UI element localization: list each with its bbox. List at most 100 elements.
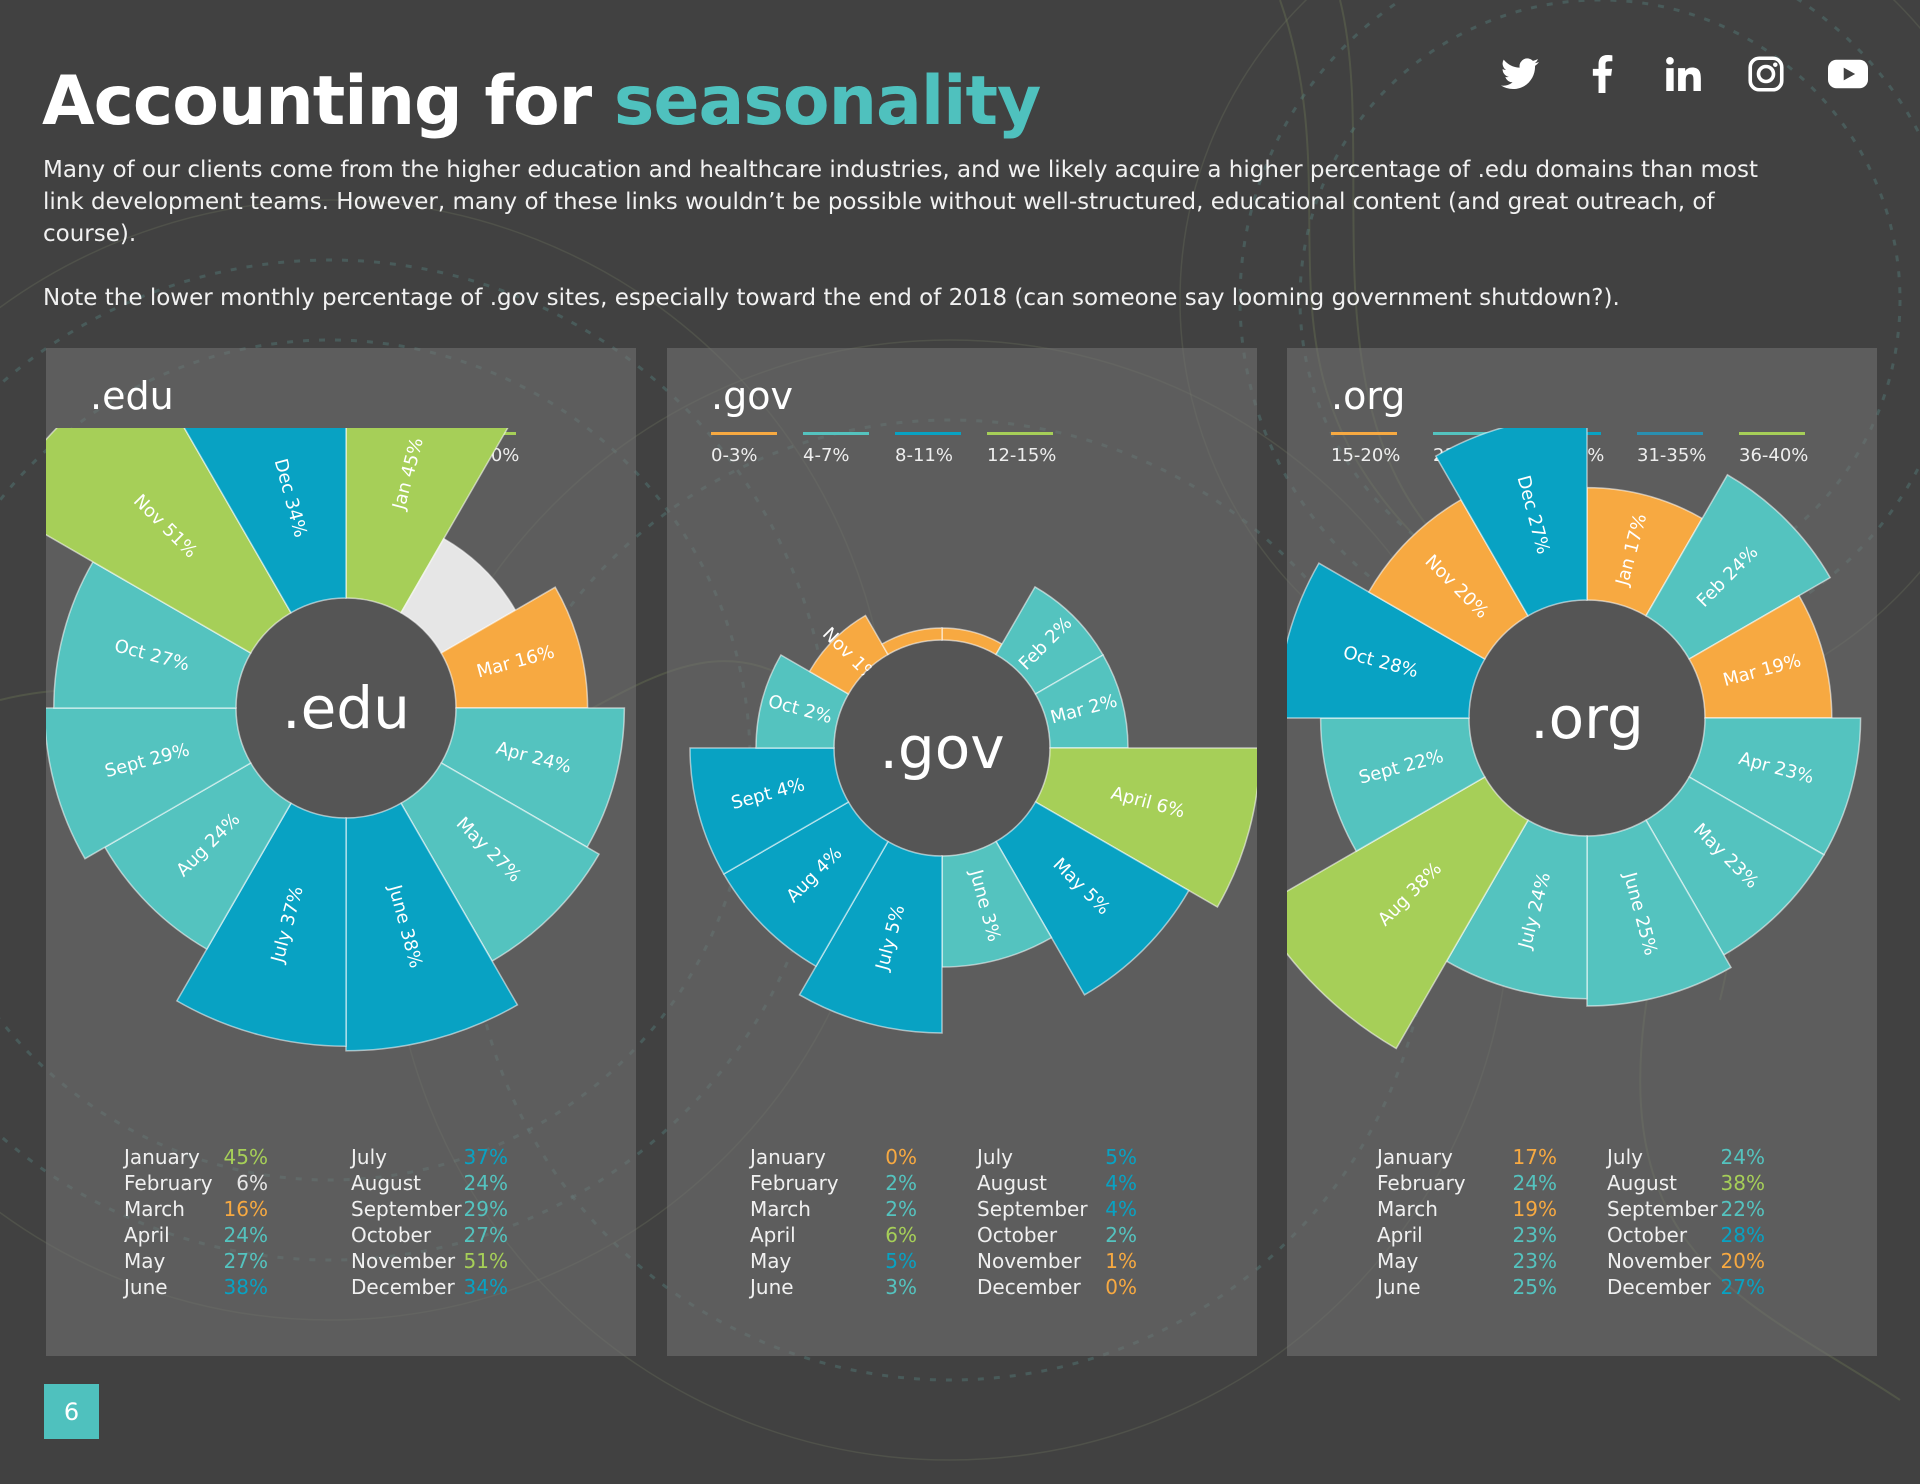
table-month-april: April <box>124 1223 170 1247</box>
table-value-august: 4% <box>1105 1171 1137 1195</box>
table-month-september: September <box>1607 1197 1718 1221</box>
donut-hole <box>835 641 1049 855</box>
table-value-august: 24% <box>463 1171 508 1195</box>
table-month-october: October <box>1607 1223 1688 1247</box>
legend-label: 15-20% <box>1331 445 1401 466</box>
table-month-january: January <box>750 1145 826 1169</box>
table-value-june: 25% <box>1512 1275 1557 1299</box>
intro-paragraph-2: Note the lower monthly percentage of .go… <box>43 285 1620 311</box>
table-value-july: 5% <box>1105 1145 1137 1169</box>
table-month-june: June <box>1377 1275 1421 1299</box>
table-value-june: 38% <box>223 1275 268 1299</box>
table-value-december: 0% <box>1105 1275 1137 1299</box>
donut-center-label: .edu <box>282 674 410 742</box>
slice-april <box>1034 747 1257 909</box>
legend-swatch <box>803 432 869 435</box>
table-month-december: December <box>977 1275 1081 1299</box>
table-month-may: May <box>750 1249 792 1273</box>
table-month-february: February <box>1377 1171 1466 1195</box>
table-month-august: August <box>977 1171 1047 1195</box>
table-month-january: January <box>124 1145 200 1169</box>
legend-item-36-40: 36-40% <box>1739 432 1808 466</box>
table-month-october: October <box>351 1223 432 1247</box>
slice-november <box>808 614 890 696</box>
gov-panel: .gov 0-3% 4-7% 8-11% 12-15% Feb 2% Mar 2% Apr… <box>667 348 1257 1356</box>
legend-label: 31-35% <box>1637 445 1707 466</box>
slice-october <box>755 653 850 749</box>
table-month-january: January <box>1377 1145 1453 1169</box>
table-month-april: April <box>750 1223 796 1247</box>
table-month-november: November <box>1607 1249 1712 1273</box>
table-value-march: 2% <box>885 1197 917 1221</box>
table-value-january: 0% <box>885 1145 917 1169</box>
table-month-april: April <box>1377 1223 1423 1247</box>
table-month-may: May <box>1377 1249 1419 1273</box>
table-month-february: February <box>124 1171 213 1195</box>
intro-text: Many of our clients come from the higher… <box>43 154 1763 346</box>
legend-item-8-11: 8-11% <box>895 432 961 466</box>
instagram-icon[interactable] <box>1746 54 1786 94</box>
table-month-august: August <box>351 1171 421 1195</box>
slice-january <box>1586 486 1704 617</box>
gov-monthly-table: January 0% February 2% March 2% April 6% May 5% Ju… <box>667 1144 1257 1314</box>
table-value-january: 45% <box>223 1145 268 1169</box>
table-value-october: 27% <box>463 1223 508 1247</box>
slice-august <box>722 800 890 968</box>
youtube-icon[interactable] <box>1828 54 1868 94</box>
slice-june <box>1586 819 1733 1007</box>
table-month-may: May <box>124 1249 166 1273</box>
slice-may <box>399 761 601 963</box>
table-month-july: July <box>351 1145 387 1169</box>
table-value-august: 38% <box>1720 1171 1765 1195</box>
page-title: Accounting for seasonality <box>42 62 1041 141</box>
table-value-september: 29% <box>463 1197 508 1221</box>
table-month-february: February <box>750 1171 839 1195</box>
table-value-april: 24% <box>223 1223 268 1247</box>
facebook-icon[interactable] <box>1582 54 1622 94</box>
table-value-july: 24% <box>1720 1145 1765 1169</box>
table-month-june: June <box>750 1275 794 1299</box>
table-value-february: 2% <box>885 1171 917 1195</box>
legend-label: 12-15% <box>987 445 1057 466</box>
legend-item-12-15: 12-15% <box>987 432 1056 466</box>
title-accent: seasonality <box>613 62 1041 141</box>
legend-item-4-7: 4-7% <box>803 432 869 466</box>
slice-october <box>1287 562 1486 719</box>
twitter-icon[interactable] <box>1500 54 1540 94</box>
table-value-april: 23% <box>1512 1223 1557 1247</box>
table-value-february: 6% <box>236 1171 268 1195</box>
table-month-september: September <box>977 1197 1088 1221</box>
title-prefix: Accounting for <box>42 62 592 141</box>
slice-april <box>1688 717 1862 856</box>
legend-swatch <box>1637 432 1703 435</box>
table-value-march: 19% <box>1512 1197 1557 1221</box>
edu-panel-title: .edu <box>90 374 174 418</box>
slice-february <box>1644 473 1832 661</box>
table-month-march: March <box>1377 1197 1438 1221</box>
page-number: 6 <box>44 1384 99 1439</box>
table-value-june: 3% <box>885 1275 917 1299</box>
table-month-november: November <box>351 1249 456 1273</box>
gov-panel-title: .gov <box>711 374 793 418</box>
legend-label: 4-7% <box>803 445 850 466</box>
edu-panel: .edu 1-10%11-20%21-30%31-40%41-50% Jan 4… <box>46 348 636 1356</box>
table-value-september: 4% <box>1105 1197 1137 1221</box>
slice-april <box>440 707 626 849</box>
slice-june <box>345 802 519 1052</box>
slice-december <box>1434 428 1588 617</box>
table-month-august: August <box>1607 1171 1677 1195</box>
gov-donut-chart: Feb 2%Mar 2%April 6%May 5%June 3%July 5%… <box>689 585 1257 1034</box>
table-month-december: December <box>1607 1275 1711 1299</box>
slice-november <box>46 428 293 655</box>
slice-march <box>440 586 589 709</box>
legend-label: 8-11% <box>895 445 953 466</box>
table-value-december: 27% <box>1720 1275 1765 1299</box>
legend-swatch <box>987 432 1053 435</box>
linkedin-icon[interactable] <box>1664 54 1704 94</box>
slice-august <box>1287 775 1530 1050</box>
table-month-december: December <box>351 1275 455 1299</box>
org-monthly-table: January 17% February 24% March 19% April 23% May… <box>1287 1144 1877 1314</box>
intro-paragraph-1: Many of our clients come from the higher… <box>43 157 1759 247</box>
table-month-july: July <box>1607 1145 1643 1169</box>
legend-swatch <box>895 432 961 435</box>
